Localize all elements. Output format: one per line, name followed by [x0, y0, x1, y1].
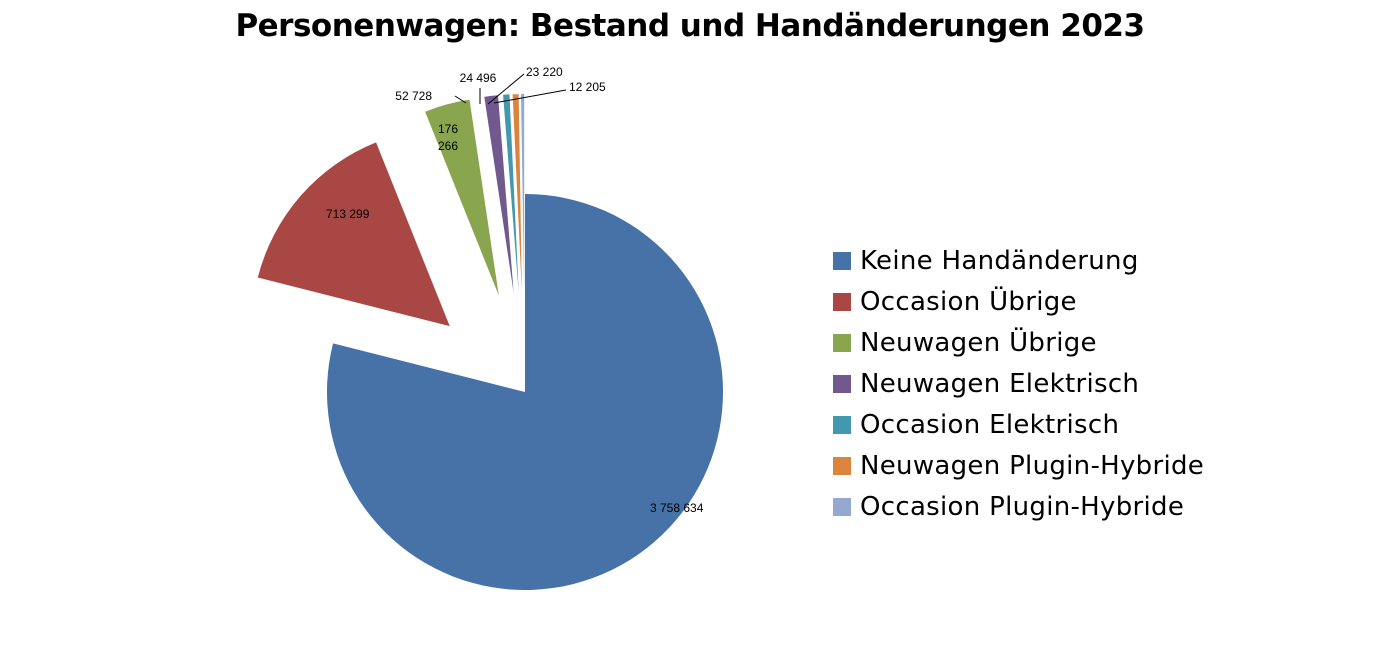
legend-label: Keine Handänderung [860, 245, 1139, 276]
legend-label: Occasion Elektrisch [860, 409, 1120, 440]
legend-swatch [833, 415, 851, 434]
legend-label: Neuwagen Plugin-Hybride [860, 450, 1205, 481]
pie-slice-6 [521, 94, 525, 293]
leader-line-3 [454, 95, 467, 104]
leader-line-6 [493, 89, 567, 104]
legend-label: Occasion Plugin-Hybride [860, 491, 1185, 522]
pie-slice-5 [512, 94, 522, 293]
legend-item-3: Neuwagen Elektrisch [833, 363, 1204, 404]
legend-label: Neuwagen Elektrisch [860, 368, 1140, 399]
legend-item-5: Neuwagen Plugin-Hybride [833, 445, 1204, 486]
data-label-2: 176 266 [438, 122, 458, 153]
legend-item-4: Occasion Elektrisch [833, 404, 1204, 445]
pie-slice-0 [327, 194, 723, 591]
pie-slice-4 [503, 94, 519, 293]
legend: Keine Handänderung Occasion Übrige Neuwage… [833, 240, 1204, 527]
legend-label: Occasion Übrige [860, 286, 1077, 317]
data-label-5: 23 220 [526, 65, 563, 79]
leader-line-5 [487, 73, 525, 105]
legend-swatch [833, 251, 851, 270]
chart-title: Personenwagen: Bestand und Handänderunge… [235, 8, 1145, 44]
legend-swatch [833, 333, 851, 352]
data-label-0: 3 758 634 [650, 501, 704, 515]
legend-swatch [833, 374, 851, 393]
pie-slice-1 [257, 142, 450, 327]
legend-item-1: Occasion Übrige [833, 281, 1204, 322]
legend-label: Neuwagen Übrige [860, 327, 1097, 358]
legend-item-6: Occasion Plugin-Hybride [833, 486, 1204, 527]
data-label-6: 12 205 [569, 80, 606, 94]
data-label-3: 52 728 [395, 89, 432, 103]
pie-slice-2 [425, 99, 499, 296]
legend-item-2: Neuwagen Übrige [833, 322, 1204, 363]
legend-swatch [833, 497, 851, 516]
data-label-1: 713 299 [326, 207, 370, 221]
legend-swatch [833, 456, 851, 475]
pie-slice-3 [484, 95, 514, 293]
legend-item-0: Keine Handänderung [833, 240, 1204, 281]
data-label-4: 24 496 [460, 71, 497, 85]
legend-swatch [833, 292, 851, 311]
